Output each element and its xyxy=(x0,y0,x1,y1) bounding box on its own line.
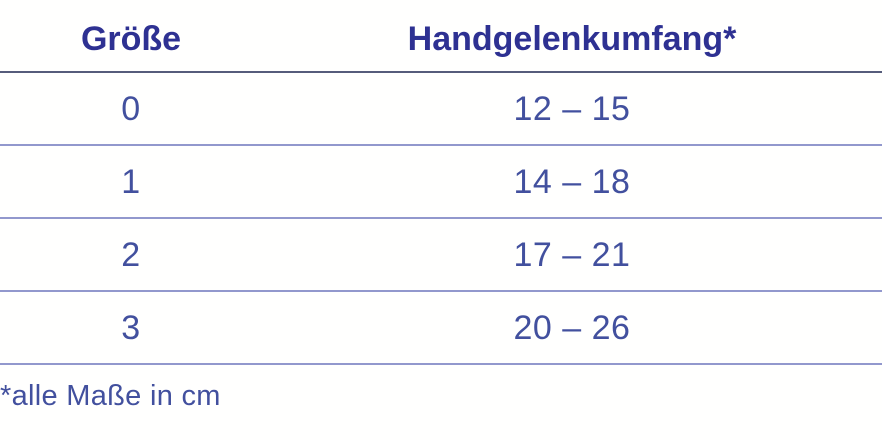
table-row: 1 14 – 18 xyxy=(0,146,882,219)
table-row: 3 20 – 26 xyxy=(0,292,882,365)
circumference-cell: 20 – 26 xyxy=(513,308,631,347)
size-cell: 1 xyxy=(121,162,141,201)
table-header-row: Größe Handgelenkumfang* xyxy=(0,0,882,73)
circumference-cell: 12 – 15 xyxy=(513,89,631,128)
size-cell: 2 xyxy=(121,235,141,274)
size-cell: 3 xyxy=(121,308,141,347)
header-cell-handgelenkumfang: Handgelenkumfang* xyxy=(407,19,737,58)
size-table: Größe Handgelenkumfang* 0 12 – 15 1 14 –… xyxy=(0,0,882,365)
size-cell: 0 xyxy=(121,89,141,128)
header-cell-groesse: Größe xyxy=(80,19,182,58)
circumference-cell: 17 – 21 xyxy=(513,235,631,274)
circumference-cell: 14 – 18 xyxy=(513,162,631,201)
table-row: 2 17 – 21 xyxy=(0,219,882,292)
table-footnote: *alle Maße in cm xyxy=(0,380,221,412)
table-row: 0 12 – 15 xyxy=(0,73,882,146)
